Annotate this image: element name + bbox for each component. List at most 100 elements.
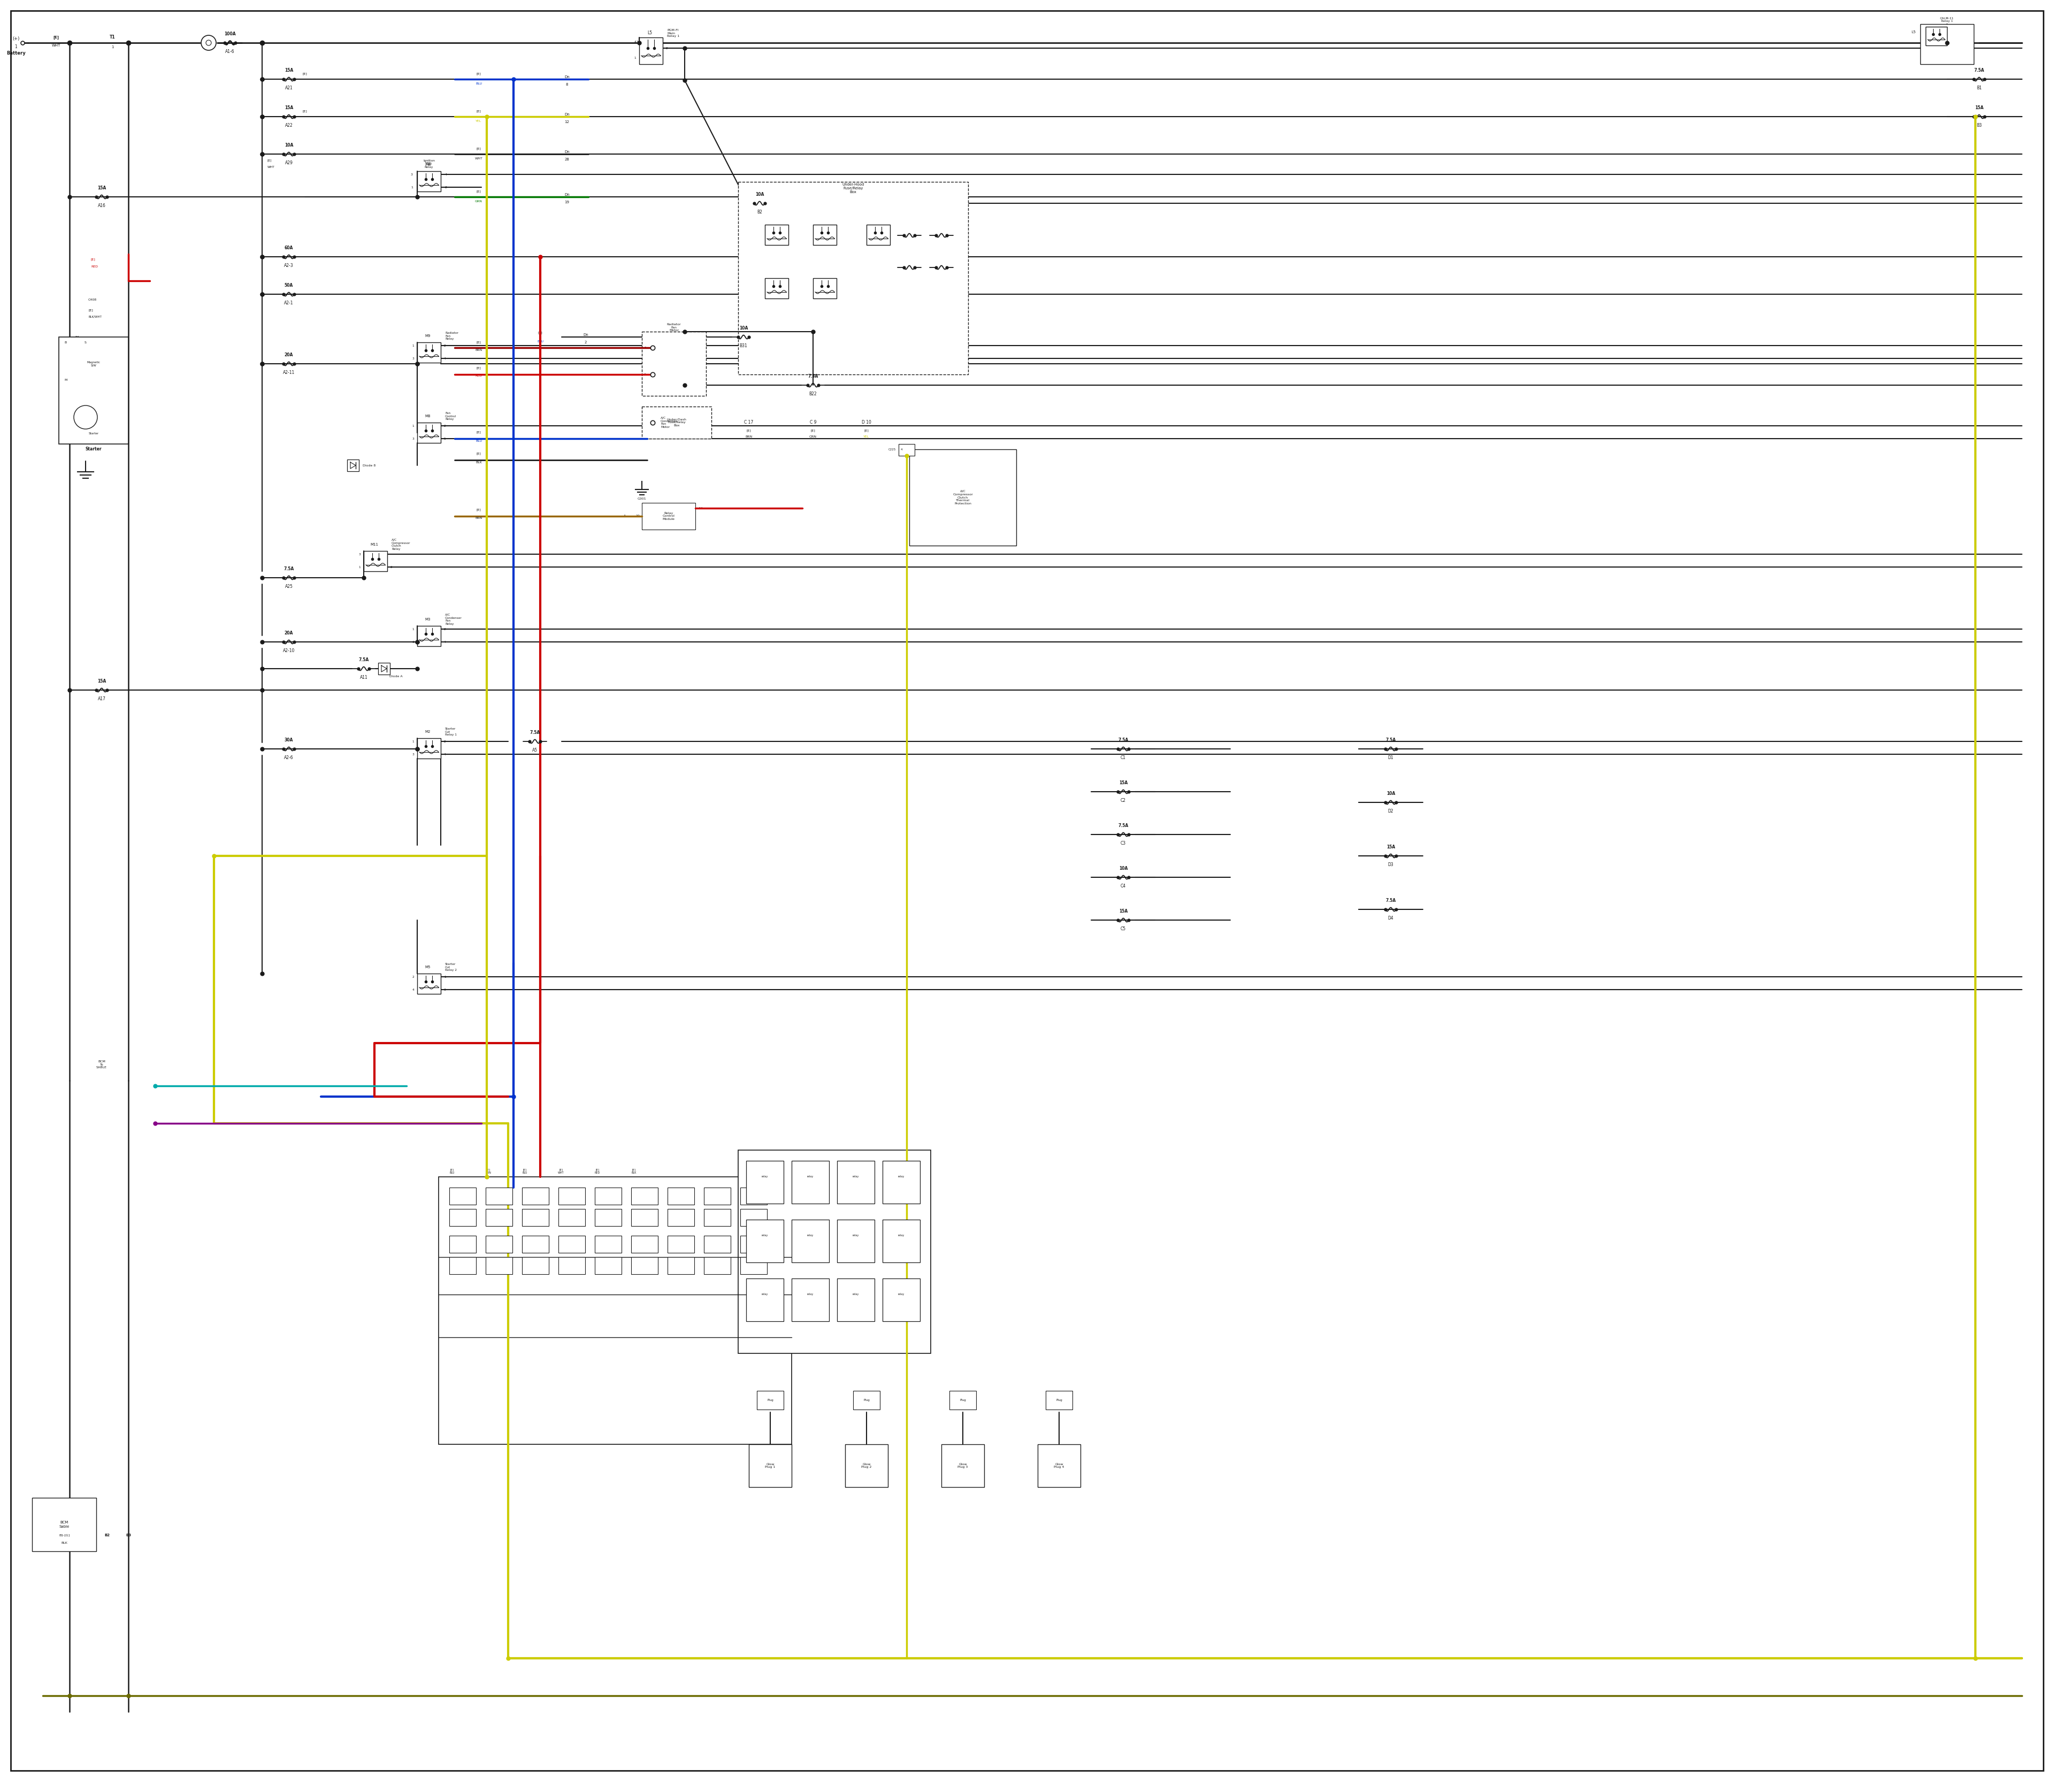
Text: S: S — [84, 340, 86, 344]
Text: BRN: BRN — [474, 349, 483, 351]
Text: 7.5A: 7.5A — [1974, 68, 1984, 73]
Text: A16: A16 — [99, 202, 105, 208]
Text: RED: RED — [90, 265, 99, 267]
Bar — [883, 1278, 920, 1321]
Text: B22: B22 — [809, 392, 817, 396]
Text: A: A — [700, 507, 702, 509]
Text: A2-11: A2-11 — [283, 371, 296, 375]
Bar — [791, 1278, 830, 1321]
Text: D2: D2 — [1389, 808, 1393, 814]
Text: [E]: [E] — [267, 159, 271, 161]
Text: C5: C5 — [1121, 926, 1126, 932]
Bar — [883, 1161, 920, 1204]
Bar — [668, 1188, 694, 1204]
Text: 2: 2 — [446, 186, 448, 188]
Text: M5: M5 — [425, 966, 431, 969]
Text: A/C
Condenser
Fan
Motor: A/C Condenser Fan Motor — [661, 416, 678, 428]
Text: G301: G301 — [637, 496, 647, 500]
Text: B2: B2 — [105, 1534, 109, 1538]
Text: relay: relay — [898, 1176, 904, 1177]
Text: L5: L5 — [1912, 30, 1916, 34]
Bar — [756, 1391, 785, 1410]
Bar — [522, 1256, 548, 1274]
Text: BRN: BRN — [746, 435, 752, 439]
Text: [E]: [E] — [302, 109, 308, 113]
Text: [E]: [E] — [477, 367, 481, 369]
Text: Starter: Starter — [86, 446, 103, 452]
Text: RED: RED — [474, 375, 483, 378]
Text: BLU: BLU — [536, 340, 544, 342]
Bar — [641, 332, 707, 396]
Text: [E]: [E] — [477, 452, 481, 455]
Text: [E]
GRN: [E] GRN — [485, 1168, 491, 1174]
Text: 10: 10 — [635, 514, 639, 518]
Text: M: M — [64, 378, 68, 382]
Text: B: B — [64, 340, 66, 344]
Bar — [910, 450, 1017, 545]
Text: [E]: [E] — [477, 109, 481, 113]
Bar — [522, 1210, 548, 1226]
Text: A2-3: A2-3 — [283, 263, 294, 269]
Text: relay: relay — [807, 1235, 813, 1236]
Bar — [641, 407, 711, 439]
Text: relay: relay — [807, 1176, 813, 1177]
Bar — [522, 1188, 548, 1204]
Bar — [791, 1161, 830, 1204]
Bar — [737, 1150, 930, 1353]
Text: C 17: C 17 — [744, 419, 754, 425]
Text: M8: M8 — [425, 414, 431, 418]
Text: M: M — [82, 414, 88, 419]
Text: 7.5A: 7.5A — [1386, 738, 1397, 742]
Text: 15A: 15A — [97, 186, 107, 190]
Text: A2-1: A2-1 — [283, 301, 294, 305]
Bar — [668, 1210, 694, 1226]
Bar — [750, 1444, 791, 1487]
Text: 100A: 100A — [224, 32, 236, 36]
Text: 7.5A: 7.5A — [530, 729, 540, 735]
Text: Glow
Plug 4: Glow Plug 4 — [1054, 1462, 1064, 1469]
Text: [E]: [E] — [477, 190, 481, 194]
Text: Magnetic
S/W: Magnetic S/W — [86, 360, 101, 367]
Text: A29: A29 — [286, 161, 294, 165]
Text: C225: C225 — [887, 448, 896, 452]
Text: (+): (+) — [12, 36, 21, 41]
Text: [E]
BLK: [E] BLK — [631, 1168, 637, 1174]
Text: D 10: D 10 — [863, 419, 871, 425]
Bar — [417, 423, 442, 443]
Text: M2: M2 — [425, 729, 431, 733]
Text: 19: 19 — [565, 201, 569, 204]
Text: T4: T4 — [76, 335, 80, 339]
Bar — [596, 1236, 622, 1253]
Text: [E]: [E] — [811, 430, 815, 432]
Text: B3: B3 — [125, 1534, 131, 1538]
Bar — [417, 342, 442, 362]
Bar — [417, 625, 442, 647]
Bar — [883, 1220, 920, 1262]
Bar — [631, 1188, 657, 1204]
Bar — [1927, 27, 1947, 45]
Text: Relay
Control
Module: Relay Control Module — [663, 513, 674, 521]
Text: relay: relay — [898, 1294, 904, 1296]
Text: [E]: [E] — [477, 72, 481, 75]
Bar — [596, 1210, 622, 1226]
Text: 60A: 60A — [283, 246, 294, 251]
Text: CALM-11
Relay 1: CALM-11 Relay 1 — [1941, 16, 1953, 23]
Text: BCM
Sable: BCM Sable — [60, 1521, 70, 1529]
Text: 7.5A: 7.5A — [359, 658, 370, 663]
Text: BLK: BLK — [477, 461, 483, 464]
Bar — [844, 1444, 887, 1487]
Text: A/C
Compressor
Clutch
Thermal
Protection: A/C Compressor Clutch Thermal Protection — [953, 489, 974, 505]
Text: 10A: 10A — [739, 326, 748, 330]
Bar — [838, 1220, 875, 1262]
Text: 7.5A: 7.5A — [1117, 823, 1128, 828]
Text: 2: 2 — [585, 340, 587, 344]
Text: M11: M11 — [370, 543, 378, 547]
Bar — [764, 224, 789, 246]
Bar — [746, 1220, 785, 1262]
Text: A2-10: A2-10 — [283, 649, 296, 652]
Bar — [641, 504, 696, 530]
Bar — [485, 1210, 511, 1226]
Text: [E]: [E] — [90, 258, 97, 262]
Bar — [639, 38, 663, 65]
Text: Dn: Dn — [583, 333, 587, 337]
